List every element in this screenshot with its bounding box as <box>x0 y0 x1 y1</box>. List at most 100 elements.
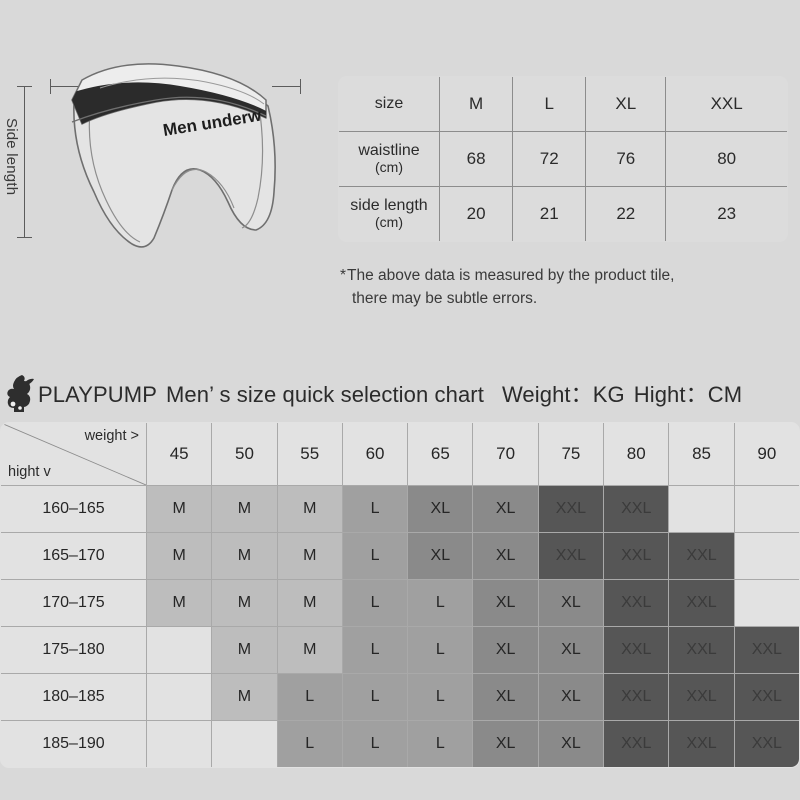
size-recommendation-cell[interactable]: XXL <box>668 579 735 627</box>
grid-header-row: weight > hight v 45 50 55 60 65 70 75 80 85 90 <box>1 423 799 486</box>
side-length-line <box>24 86 25 238</box>
size-recommendation-cell[interactable]: M <box>276 485 343 533</box>
size-empty-cell[interactable] <box>145 626 213 674</box>
size-recommendation-cell[interactable]: XXL <box>668 720 735 767</box>
size-recommendation-cell[interactable]: M <box>211 579 278 627</box>
size-cell: XXL <box>665 77 787 132</box>
size-recommendation-cell[interactable]: XL <box>407 485 474 533</box>
row-header-label: size <box>374 95 404 113</box>
disclaimer-line-1: The above data is measured by the produc… <box>347 267 675 284</box>
size-recommendation-cell[interactable]: M <box>211 532 278 580</box>
size-recommendation-cell[interactable]: XL <box>537 579 605 627</box>
size-recommendation-cell[interactable]: L <box>276 720 343 767</box>
row-header-label: waistline <box>358 142 420 160</box>
size-recommendation-cell[interactable]: L <box>407 579 474 627</box>
size-recommendation-cell[interactable]: XXL <box>537 485 605 533</box>
size-recommendation-cell[interactable]: XXL <box>603 720 670 767</box>
side-length-cap-top <box>17 86 32 87</box>
size-recommendation-cell[interactable]: M <box>211 626 278 674</box>
size-recommendation-cell[interactable]: XL <box>472 673 539 721</box>
size-recommendation-cell[interactable]: XXL <box>668 532 735 580</box>
table-row: 180–185 M L L L XL XL XXL XXL XXL <box>1 673 799 721</box>
table-row: waistline (cm) 68 72 76 80 <box>339 131 787 187</box>
size-recommendation-cell[interactable]: XL <box>537 626 605 674</box>
size-recommendation-cell[interactable]: L <box>341 485 409 533</box>
size-recommendation-cell[interactable]: XXL <box>603 579 670 627</box>
grid-weight-header: 60 <box>341 423 409 486</box>
size-recommendation-cell[interactable]: XL <box>472 626 539 674</box>
size-recommendation-cell[interactable]: M <box>145 485 213 533</box>
size-recommendation-cell[interactable]: L <box>341 532 409 580</box>
size-recommendation-cell[interactable]: L <box>407 626 474 674</box>
size-recommendation-cell[interactable]: XXL <box>733 673 799 721</box>
size-recommendation-cell[interactable]: XXL <box>733 720 799 767</box>
size-recommendation-cell[interactable]: M <box>145 579 213 627</box>
size-recommendation-cell[interactable]: XXL <box>603 626 670 674</box>
size-recommendation-cell[interactable]: L <box>276 673 343 721</box>
size-recommendation-cell[interactable]: L <box>341 579 409 627</box>
size-measurement-table: size M L XL XXL waistline (cm) 68 72 76 … <box>338 76 788 242</box>
size-recommendation-cell[interactable]: XXL <box>668 626 735 674</box>
grid-weight-header: 55 <box>276 423 343 486</box>
size-recommendation-cell[interactable]: XXL <box>537 532 605 580</box>
size-recommendation-cell[interactable]: M <box>276 532 343 580</box>
waistline-cell: 76 <box>585 131 667 187</box>
size-recommendation-cell[interactable]: XL <box>407 532 474 580</box>
size-empty-cell[interactable] <box>733 579 799 627</box>
size-recommendation-cell[interactable]: XXL <box>733 626 799 674</box>
size-empty-cell[interactable] <box>211 720 278 767</box>
size-empty-cell[interactable] <box>145 673 213 721</box>
size-empty-cell[interactable] <box>733 532 799 580</box>
size-selection-grid-body: weight > hight v 45 50 55 60 65 70 75 80 85 90 160–1… <box>1 423 799 767</box>
size-recommendation-cell[interactable]: M <box>276 579 343 627</box>
table-row: 175–180 M M L L XL XL XXL XXL XXL <box>1 626 799 674</box>
size-measurement-table-body: size M L XL XXL waistline (cm) 68 72 76 … <box>339 77 787 241</box>
size-cell: XL <box>585 77 667 132</box>
size-recommendation-cell[interactable]: M <box>276 626 343 674</box>
goat-logo-icon <box>7 375 34 412</box>
size-recommendation-cell[interactable]: M <box>145 532 213 580</box>
grid-weight-header: 90 <box>733 423 799 486</box>
row-header-unit: (cm) <box>375 214 403 231</box>
measurement-guide-section: Waistline Side length <box>0 0 800 352</box>
size-recommendation-cell[interactable]: M <box>211 485 278 533</box>
row-header-side-length: side length (cm) <box>339 186 440 241</box>
size-recommendation-cell[interactable]: XXL <box>603 673 670 721</box>
size-recommendation-cell[interactable]: XL <box>537 720 605 767</box>
weight-unit-value: KG <box>592 382 625 407</box>
size-recommendation-cell[interactable]: L <box>407 720 474 767</box>
side-length-cell: 21 <box>512 186 587 241</box>
waistline-cell: 68 <box>438 131 514 187</box>
table-row: 160–165 M M M L XL XL XXL XXL <box>1 485 799 533</box>
grid-height-header: 170–175 <box>1 579 147 627</box>
diagonal-divider-icon <box>1 423 146 485</box>
size-recommendation-cell[interactable]: XL <box>472 485 539 533</box>
size-empty-cell[interactable] <box>145 720 213 767</box>
size-recommendation-cell[interactable]: L <box>407 673 474 721</box>
row-header-label: side length <box>350 197 428 215</box>
size-recommendation-cell[interactable]: XXL <box>603 485 670 533</box>
grid-weight-header: 45 <box>145 423 213 486</box>
size-empty-cell[interactable] <box>733 485 799 533</box>
brand-tagline: Men’ s size quick selection chart <box>166 382 484 407</box>
grid-height-header: 185–190 <box>1 720 147 767</box>
size-recommendation-cell[interactable]: XL <box>537 673 605 721</box>
size-empty-cell[interactable] <box>668 485 735 533</box>
size-recommendation-cell[interactable]: XL <box>472 532 539 580</box>
size-cell: M <box>438 77 514 132</box>
waistline-cap-right <box>300 79 301 94</box>
grid-corner-height-label: hight v <box>8 464 51 480</box>
size-recommendation-cell[interactable]: XL <box>472 579 539 627</box>
brand-name: PLAYPUMP <box>38 382 157 407</box>
grid-weight-header: 80 <box>603 423 670 486</box>
size-recommendation-cell[interactable]: L <box>341 720 409 767</box>
row-header-size: size <box>339 77 440 132</box>
size-recommendation-cell[interactable]: XXL <box>668 673 735 721</box>
size-recommendation-cell[interactable]: XXL <box>603 532 670 580</box>
size-recommendation-cell[interactable]: XL <box>472 720 539 767</box>
size-recommendation-cell[interactable]: L <box>341 673 409 721</box>
size-recommendation-cell[interactable]: L <box>341 626 409 674</box>
grid-weight-header: 65 <box>407 423 474 486</box>
size-selection-grid: weight > hight v 45 50 55 60 65 70 75 80 85 90 160–1… <box>0 422 800 768</box>
size-recommendation-cell[interactable]: M <box>211 673 278 721</box>
